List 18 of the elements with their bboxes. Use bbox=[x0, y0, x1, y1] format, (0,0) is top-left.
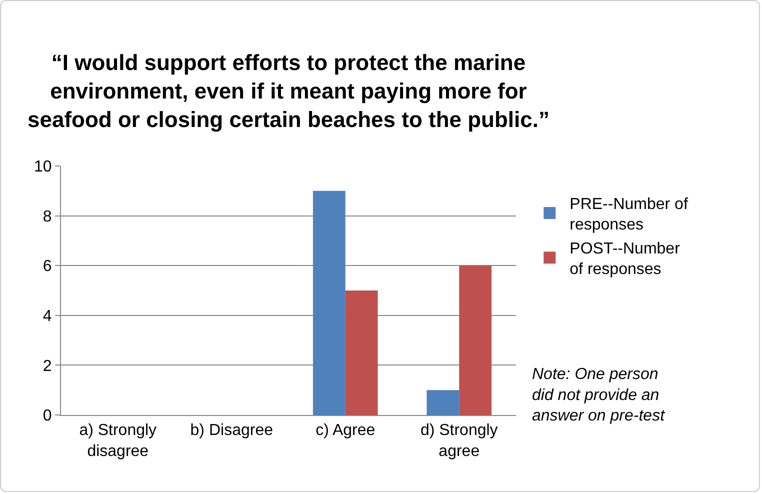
y-tick-label: 10 bbox=[34, 158, 52, 176]
bar bbox=[312, 190, 346, 415]
legend-label: PRE--Number of responses bbox=[570, 196, 688, 234]
y-tick-label: 2 bbox=[42, 358, 52, 375]
bar bbox=[459, 266, 492, 415]
y-tick-label: 8 bbox=[42, 208, 52, 226]
x-tick-label: d) Strongly agree bbox=[420, 422, 498, 460]
y-tick-label: 4 bbox=[42, 308, 52, 325]
x-tick-label: a) Strongly disagree bbox=[79, 422, 157, 460]
bar bbox=[345, 290, 378, 415]
x-tick-label: b) Disagree bbox=[190, 422, 274, 440]
y-tick-label: 6 bbox=[42, 258, 52, 276]
bar bbox=[426, 390, 460, 415]
text: Note: One person did not provide an answer on pre-test bbox=[532, 366, 666, 425]
y-tick-label: 0 bbox=[42, 408, 52, 425]
x-tick-label: c) Agree bbox=[316, 422, 376, 440]
chart-title: “I would support efforts to protect the marine environment, even if it meant paying more for seafood or closing certain beaches to the public.” bbox=[28, 50, 550, 132]
legend-label: POST--Number of responses bbox=[570, 240, 681, 278]
